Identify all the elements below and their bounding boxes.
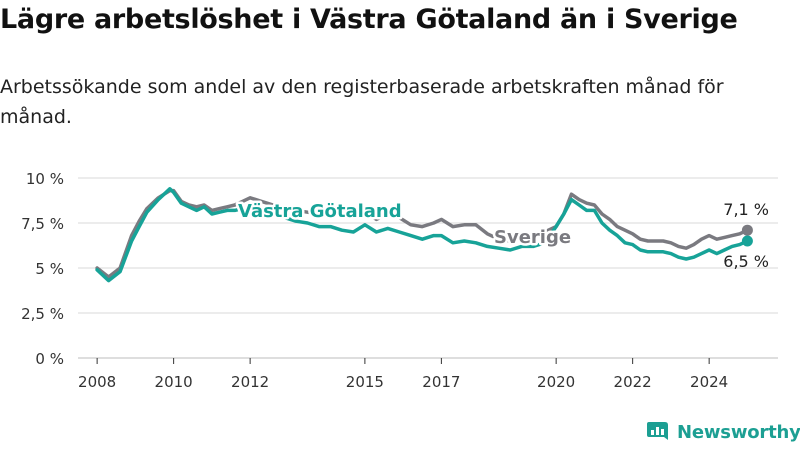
brand-name: Newsworthy (677, 421, 800, 443)
y-tick-label: 2,5 % (21, 305, 64, 323)
series-line-vastra-gotaland (95, 187, 750, 283)
end-point-sverige (741, 224, 753, 236)
x-tick-label: 2020 (537, 373, 575, 391)
x-tick-label: 2015 (346, 373, 384, 391)
chart-subtitle: Arbetssökande som andel av den registerb… (0, 76, 724, 128)
x-tick-label: 2012 (231, 373, 269, 391)
x-tick-label: 2024 (690, 373, 728, 391)
y-tick-label: 7,5 % (21, 215, 64, 233)
y-tick-label: 0 % (35, 350, 64, 368)
annotation-vastra-gotaland-halo: Västra Götaland (238, 201, 402, 222)
series-line-sverige (95, 188, 750, 279)
chart-title: Lägre arbetslöshet i Västra Götaland än … (0, 4, 738, 35)
y-tick-label: 10 % (26, 170, 64, 188)
x-tick-label: 2022 (614, 373, 652, 391)
annotation-sverige-halo: Sverige (494, 227, 571, 248)
end-label-vastra-gotaland: 6,5 % (723, 252, 769, 271)
annotation-sverige: Sverige (494, 227, 571, 248)
x-tick-label: 2010 (155, 373, 193, 391)
newsworthy-logo-icon (647, 422, 668, 440)
brand-logo: Newsworthy (646, 420, 800, 444)
y-tick-label: 5 % (35, 260, 64, 278)
x-tick-label: 2008 (78, 373, 116, 391)
end-point-vastra-gotaland (741, 235, 753, 247)
x-tick-label: 2017 (422, 373, 460, 391)
end-label-sverige: 7,1 % (723, 200, 769, 219)
annotation-vastra-gotaland: Västra Götaland (238, 201, 402, 222)
